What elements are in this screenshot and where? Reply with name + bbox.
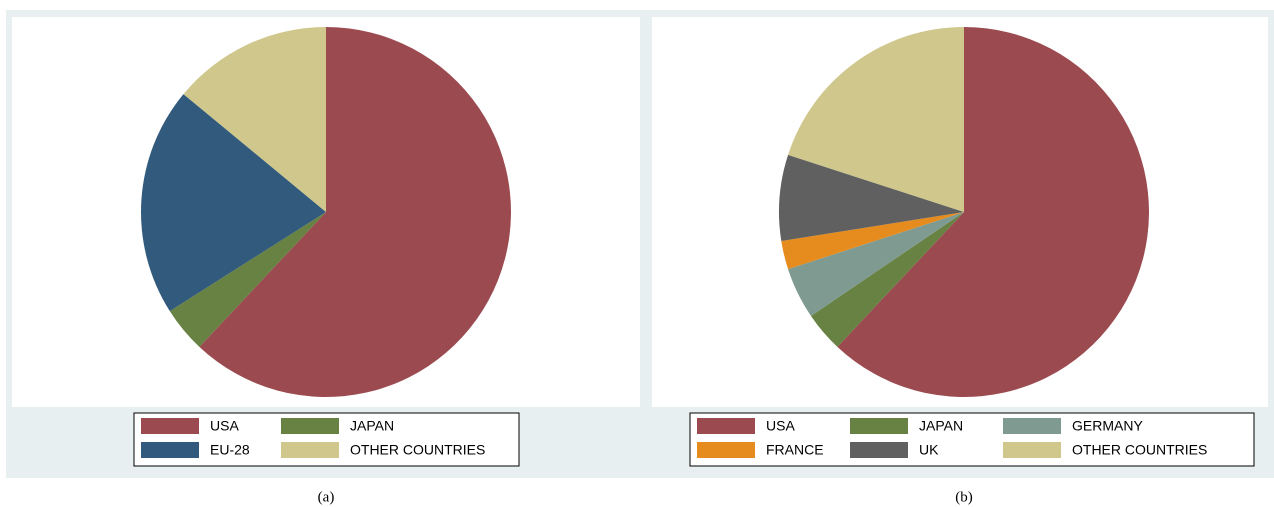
legend-swatch	[1003, 442, 1061, 458]
pie-slice	[788, 27, 964, 212]
pie-slice	[169, 212, 326, 347]
legend-swatch	[281, 418, 339, 434]
legend-swatch	[1003, 418, 1061, 434]
legend-label: OTHER COUNTRIES	[350, 442, 485, 458]
legend-box	[689, 412, 1255, 467]
pie-slice	[779, 154, 964, 241]
legend-swatch	[850, 442, 908, 458]
legend-swatch	[850, 418, 908, 434]
legend-label: UK	[919, 442, 939, 458]
pie-slice	[183, 27, 326, 212]
legend-label: JAPAN	[350, 418, 394, 434]
pie-slice	[781, 212, 964, 270]
legend-label: OTHER COUNTRIES	[1072, 442, 1207, 458]
legend-label: GERMANY	[1072, 418, 1143, 434]
legend-label: JAPAN	[919, 418, 963, 434]
caption: (a)	[318, 489, 335, 505]
legend-label: EU-28	[210, 442, 250, 458]
legend-swatch	[141, 442, 199, 458]
pie-slice	[788, 212, 964, 316]
pie-slice	[810, 212, 964, 347]
legend-label: USA	[766, 418, 795, 434]
pie-slice	[199, 27, 511, 398]
legend-swatch	[697, 418, 755, 434]
legend-swatch	[141, 418, 199, 434]
legend-label: FRANCE	[766, 442, 824, 458]
legend-swatch	[697, 442, 755, 458]
pie-slice	[837, 27, 1149, 397]
legend-label: USA	[210, 418, 239, 434]
caption: (b)	[955, 489, 973, 505]
legend-swatch	[281, 442, 339, 458]
pie-slice	[141, 94, 326, 312]
